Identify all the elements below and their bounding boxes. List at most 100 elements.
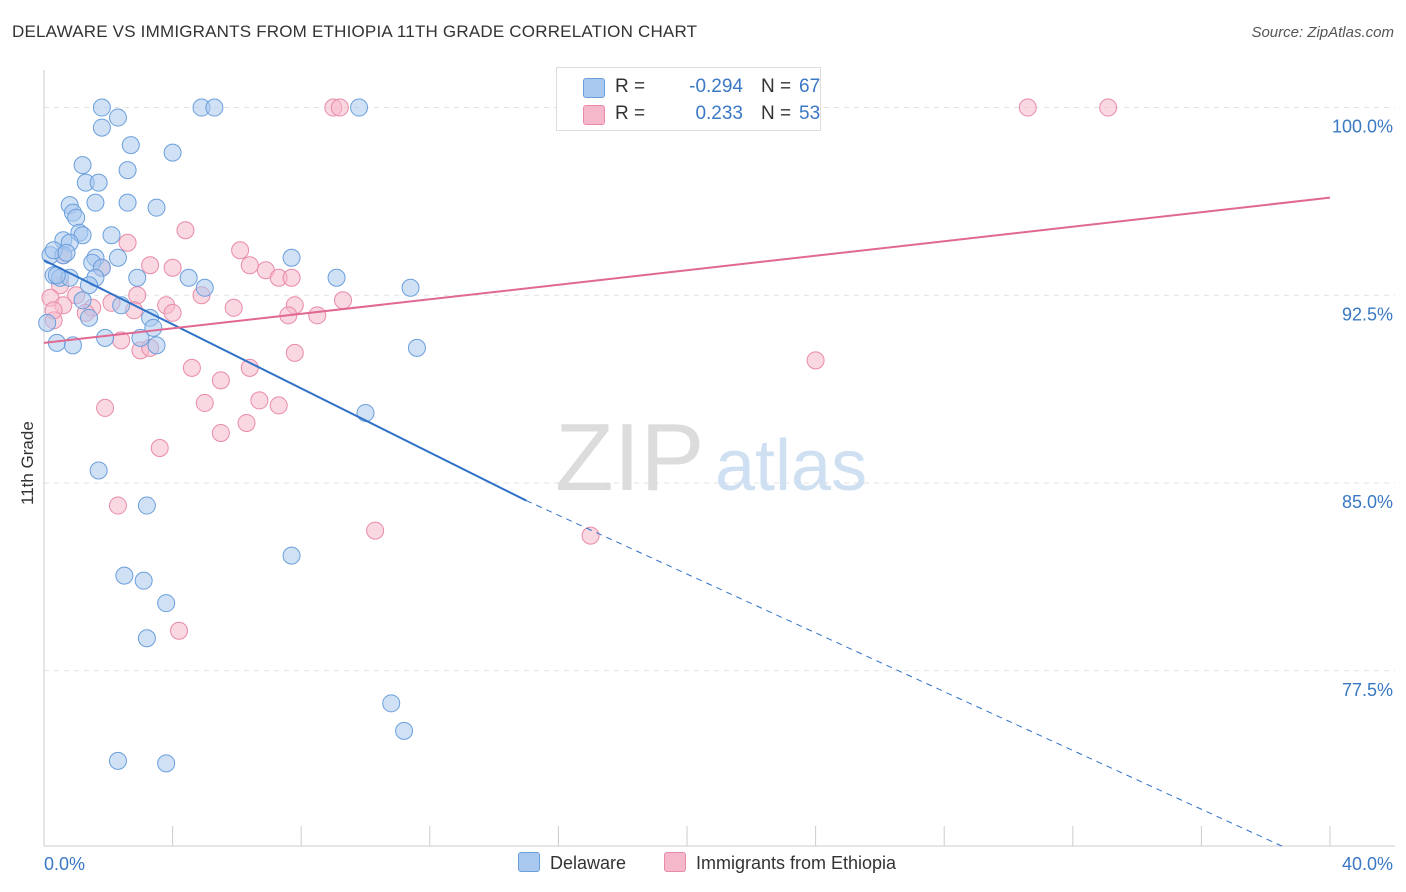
- delaware-point: [57, 243, 76, 262]
- ethiopia-point: [308, 306, 327, 325]
- delaware-point: [327, 268, 346, 287]
- bottom-legend-swatch-pink: [664, 852, 686, 872]
- ethiopia-point: [581, 526, 600, 545]
- ethiopia-point: [195, 393, 214, 412]
- delaware-point: [179, 268, 198, 287]
- delaware-point: [67, 208, 86, 227]
- delaware-point: [144, 318, 163, 337]
- delaware-point: [195, 278, 214, 297]
- trend-lines: [43, 196, 1331, 847]
- delaware-point: [147, 198, 166, 217]
- ethiopia-point: [182, 358, 201, 377]
- delaware-point: [131, 328, 150, 347]
- legend-swatch-pink: [583, 105, 605, 125]
- bottom-legend-swatch-blue: [518, 852, 540, 872]
- ethiopia-point: [170, 621, 189, 640]
- bottom-legend-label-ethiopia: Immigrants from Ethiopia: [696, 853, 897, 873]
- series-delaware-points: [38, 98, 426, 773]
- delaware-point: [108, 108, 127, 127]
- ethiopia-point: [366, 521, 385, 540]
- ethiopia-point: [237, 413, 256, 432]
- delaware-point: [118, 161, 137, 180]
- delaware-point: [89, 461, 108, 480]
- x-tick-label: 40.0%: [1342, 854, 1393, 874]
- ethiopia-point: [1099, 98, 1118, 117]
- delaware-point: [282, 248, 301, 267]
- delaware-point: [92, 98, 111, 117]
- watermark-zip: ZIP: [555, 404, 704, 511]
- bottom-legend-ethiopia: Immigrants from Ethiopia: [664, 852, 896, 874]
- ethiopia-point: [250, 391, 269, 410]
- legend-swatch-blue: [583, 78, 605, 98]
- ethiopia-point: [141, 256, 160, 275]
- y-tick-label: 77.5%: [1342, 680, 1393, 700]
- legend-r-value: 0.233: [695, 103, 743, 124]
- delaware-point: [96, 328, 115, 347]
- delaware-point: [38, 313, 57, 332]
- delaware-point: [137, 629, 156, 648]
- y-tick-label: 100.0%: [1332, 117, 1393, 137]
- delaware-point: [134, 571, 153, 590]
- watermark: ZIP atlas: [555, 404, 867, 511]
- delaware-point: [118, 193, 137, 212]
- ethiopia-point: [163, 303, 182, 322]
- delaware-point: [89, 173, 108, 192]
- ethiopia-point: [224, 298, 243, 317]
- legend-n-value: 67: [799, 76, 821, 97]
- delaware-point: [157, 754, 176, 773]
- y-tick-label: 85.0%: [1342, 492, 1393, 512]
- ethiopia-point: [240, 256, 259, 275]
- correlation-legend: R = -0.294 N = 67 R = 0.233 N = 53: [556, 67, 821, 131]
- ethiopia-point: [211, 371, 230, 390]
- ethiopia-point: [231, 241, 250, 260]
- delaware-point: [102, 226, 121, 245]
- ethiopia-point: [269, 396, 288, 415]
- delaware-point: [63, 336, 82, 355]
- x-tick-label: 0.0%: [44, 854, 85, 874]
- delaware-point: [407, 338, 426, 357]
- delaware-point: [163, 143, 182, 162]
- ethiopia-point: [806, 351, 825, 370]
- ethiopia-point: [1018, 98, 1037, 117]
- ethiopia-point: [163, 258, 182, 277]
- ethiopia-point: [330, 98, 349, 117]
- delaware-point: [137, 496, 156, 515]
- delaware-point: [73, 156, 92, 175]
- ethiopia-point: [282, 268, 301, 287]
- legend-r-value: -0.294: [689, 76, 743, 97]
- delaware-trend-extension: [526, 500, 1282, 847]
- delaware-point: [147, 336, 166, 355]
- series-ethiopia-points: [41, 98, 1118, 640]
- delaware-point: [108, 248, 127, 267]
- delaware-point: [356, 403, 375, 422]
- ethiopia-trend-line: [43, 196, 1331, 344]
- ethiopia-point: [285, 343, 304, 362]
- delaware-trend-line: [43, 259, 527, 502]
- delaware-point: [80, 308, 99, 327]
- ethiopia-point: [176, 221, 195, 240]
- grid-lines: [44, 107, 1395, 672]
- ethiopia-point: [108, 496, 127, 515]
- watermark-atlas: atlas: [715, 426, 867, 506]
- ethiopia-point: [333, 291, 352, 310]
- delaware-point: [382, 694, 401, 713]
- delaware-point: [86, 193, 105, 212]
- delaware-point: [92, 118, 111, 137]
- delaware-point: [395, 721, 414, 740]
- source-label: Source: ZipAtlas.com: [1251, 24, 1394, 41]
- ethiopia-point: [128, 286, 147, 305]
- tick-labels: 77.5% 85.0% 92.5% 100.0% 0.0% 40.0%: [44, 117, 1393, 874]
- delaware-point: [350, 98, 369, 117]
- ethiopia-point: [118, 233, 137, 252]
- legend-n-label: N =: [761, 76, 792, 97]
- ethiopia-point: [211, 423, 230, 442]
- delaware-point: [401, 278, 420, 297]
- legend-r-label: R =: [615, 76, 646, 97]
- delaware-point: [121, 136, 140, 155]
- legend-n-value: 53: [799, 103, 821, 124]
- legend-n-label: N =: [761, 103, 792, 124]
- delaware-point: [205, 98, 224, 117]
- legend-r-label: R =: [615, 103, 646, 124]
- delaware-point: [115, 566, 134, 585]
